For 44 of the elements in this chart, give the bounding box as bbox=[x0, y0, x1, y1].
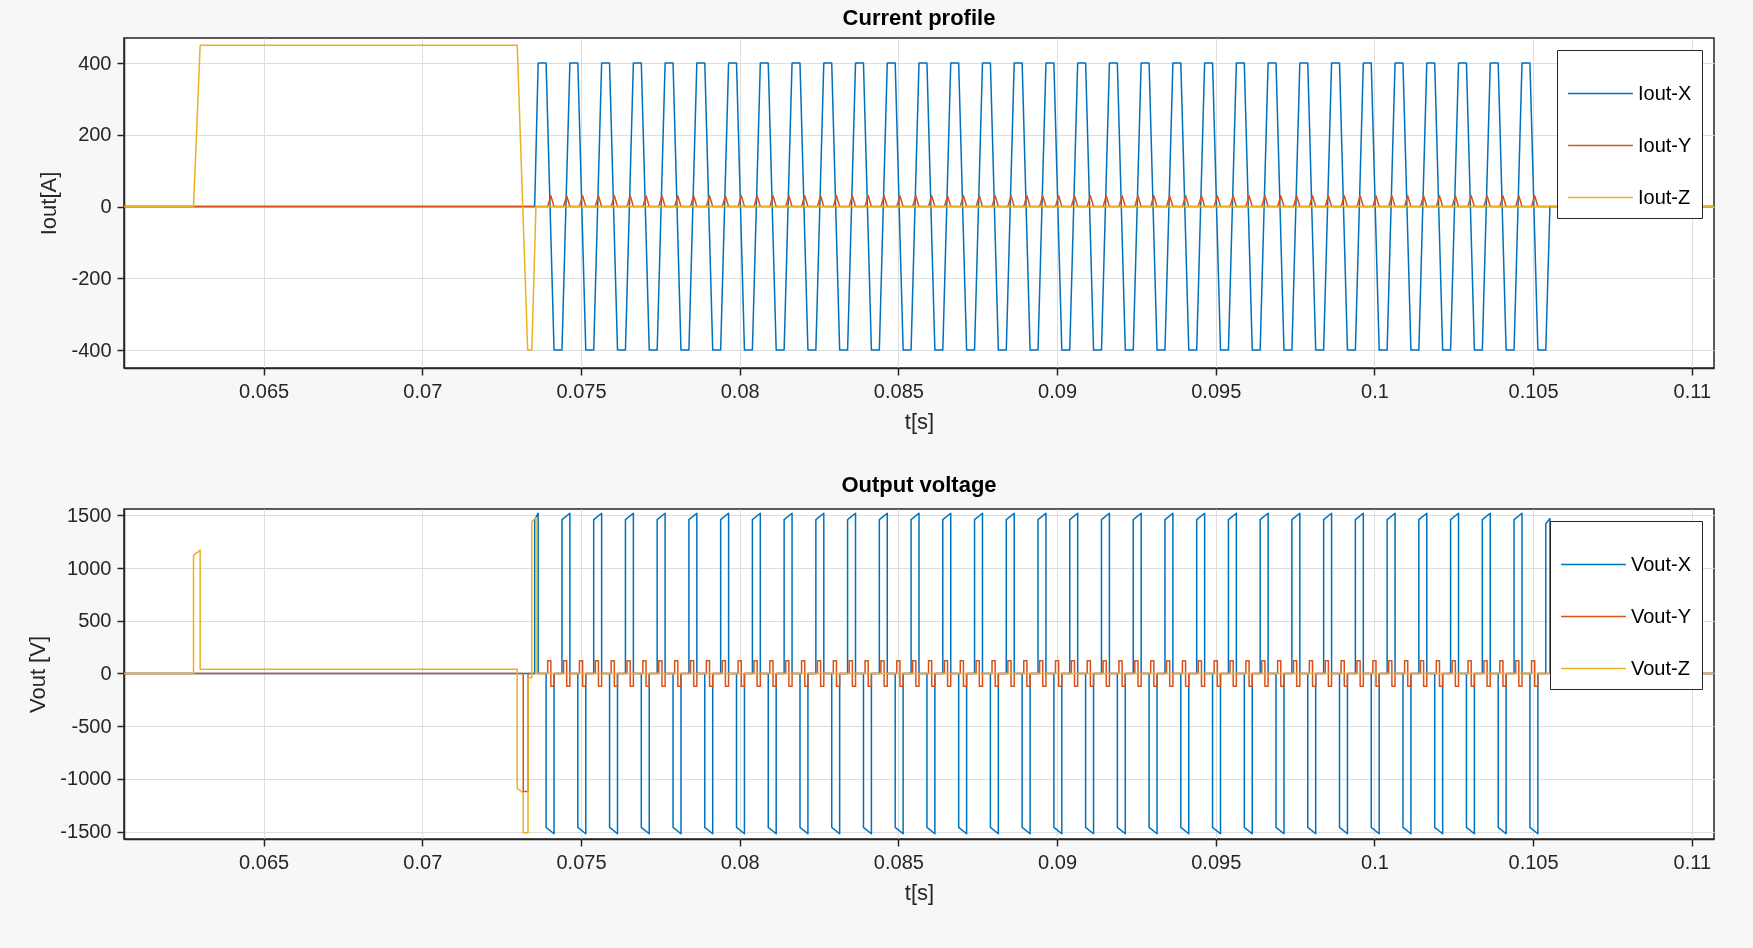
x-tick-label: 0.11 bbox=[1673, 850, 1712, 873]
y-tick-label: -1000 bbox=[60, 767, 112, 790]
y-tick-label: 1500 bbox=[67, 503, 112, 526]
x-tick-label: 0.065 bbox=[239, 850, 290, 873]
y-tick-label: 400 bbox=[78, 51, 112, 74]
x-tick-label: 0.07 bbox=[403, 850, 443, 873]
y-tick-label: -500 bbox=[71, 714, 112, 737]
y-tick-label: 500 bbox=[78, 609, 112, 632]
legend-label: Vout-Z bbox=[1631, 656, 1690, 679]
y-tick-label: -200 bbox=[71, 266, 112, 289]
y-tick-label: 200 bbox=[78, 123, 112, 146]
x-tick-label: 0.08 bbox=[720, 850, 760, 873]
x-tick-label: 0.07 bbox=[403, 379, 443, 402]
legend-label: Iout-X bbox=[1638, 81, 1692, 104]
legend-label: Iout-Z bbox=[1638, 185, 1691, 208]
x-tick-label: 0.095 bbox=[1191, 379, 1242, 402]
y-axis-title: Iout[A] bbox=[36, 171, 62, 236]
y-tick-label: 0 bbox=[100, 195, 112, 218]
x-tick-label: 0.1 bbox=[1361, 850, 1389, 873]
chart-title: Current profile bbox=[842, 5, 996, 30]
x-tick-label: 0.085 bbox=[873, 379, 924, 402]
y-tick-label: 1000 bbox=[67, 556, 112, 579]
x-tick-label: 0.095 bbox=[1191, 850, 1242, 873]
x-tick-label: 0.09 bbox=[1038, 850, 1078, 873]
x-tick-label: 0.09 bbox=[1038, 379, 1078, 402]
x-tick-label: 0.075 bbox=[556, 379, 607, 402]
x-tick-label: 0.1 bbox=[1361, 379, 1389, 402]
x-tick-label: 0.065 bbox=[239, 379, 290, 402]
x-tick-label: 0.105 bbox=[1508, 379, 1559, 402]
legend-label: Vout-Y bbox=[1631, 604, 1692, 627]
x-axis-title: t[s] bbox=[904, 879, 935, 905]
x-tick-label: 0.085 bbox=[873, 850, 924, 873]
x-tick-label: 0.075 bbox=[556, 850, 607, 873]
legend-label: Vout-X bbox=[1631, 552, 1692, 575]
x-tick-label: 0.11 bbox=[1673, 379, 1712, 402]
legend-label: Iout-Y bbox=[1638, 133, 1692, 156]
y-tick-label: -1500 bbox=[60, 820, 112, 843]
y-tick-label: -400 bbox=[71, 338, 112, 361]
x-tick-label: 0.08 bbox=[720, 379, 760, 402]
y-axis-title: Vout [V] bbox=[25, 635, 51, 714]
x-tick-label: 0.105 bbox=[1508, 850, 1559, 873]
chart-title: Output voltage bbox=[841, 472, 997, 498]
y-tick-label: 0 bbox=[100, 661, 112, 684]
x-axis-title: t[s] bbox=[904, 408, 935, 434]
